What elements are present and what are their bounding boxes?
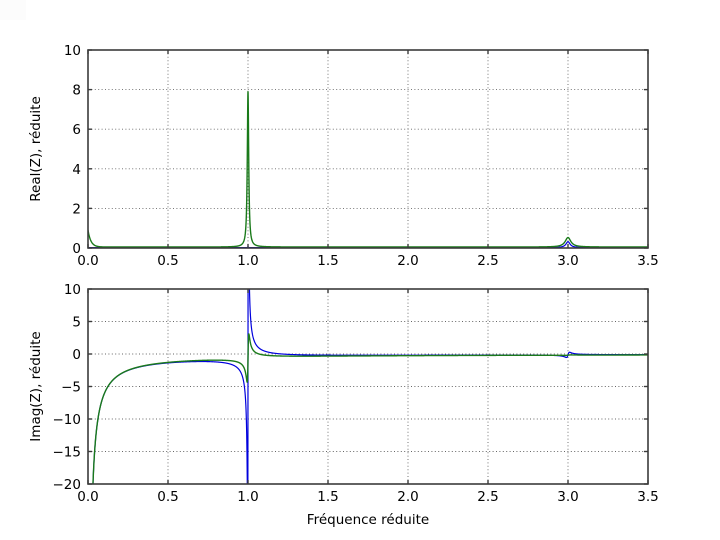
y-tick-label: 8: [72, 83, 81, 99]
y-tick-label: 2: [72, 201, 81, 217]
y-tick-label: 10: [64, 282, 81, 298]
y-axis-label: Real(Z), réduite: [28, 96, 44, 202]
x-axis-label: Fréquence réduite: [307, 512, 429, 528]
x-tick-label: 2.5: [477, 253, 498, 269]
x-tick-label: 1.5: [317, 489, 338, 505]
x-tick-label: 0.0: [77, 489, 98, 505]
y-tick-label: 5: [72, 315, 81, 331]
y-tick-label: 6: [72, 122, 81, 138]
x-tick-label: 2.0: [397, 253, 418, 269]
x-tick-label: 1.5: [317, 253, 338, 269]
y-tick-label: −15: [53, 445, 82, 461]
y-tick-label: 10: [64, 43, 81, 59]
y-tick-label: 4: [72, 162, 81, 178]
x-tick-label: 3.0: [557, 253, 578, 269]
x-tick-label: 0.5: [157, 489, 178, 505]
y-tick-label: −5: [61, 380, 81, 396]
y-tick-label: 0: [72, 347, 81, 363]
corner-artifact: [0, 0, 26, 20]
axis-frame: [87, 49, 649, 249]
x-tick-label: 0.0: [77, 253, 98, 269]
series-green: [88, 91, 648, 248]
y-tick-label: −20: [53, 477, 82, 493]
axes-imag: 0.0 0.5 1.0 1.5 2.0 2.5 3.0 3.5 −20 −15 −10 −5 0 5 10 I…: [28, 282, 659, 528]
x-tick-label: 2.0: [397, 489, 418, 505]
axes-real: 0.0 0.5 1.0 1.5 2.0 2.5 3.0 3.5 0 2 4 6 8 10 Real(Z), …: [28, 43, 659, 269]
y-axis-label: Imag(Z), réduite: [28, 331, 44, 441]
x-tick-label: 1.0: [237, 489, 258, 505]
x-tick-label: 3.5: [637, 489, 658, 505]
x-tick-label: 2.5: [477, 489, 498, 505]
y-tick-label: −10: [53, 412, 82, 428]
series-green: [92, 333, 648, 484]
x-tick-label: 0.5: [157, 253, 178, 269]
curve-group: [88, 91, 648, 248]
curve-group: [92, 289, 648, 484]
y-tick-label: 0: [72, 241, 81, 257]
x-tick-label: 1.0: [237, 253, 258, 269]
x-tick-label: 3.0: [557, 489, 578, 505]
x-tick-label: 3.5: [637, 253, 658, 269]
